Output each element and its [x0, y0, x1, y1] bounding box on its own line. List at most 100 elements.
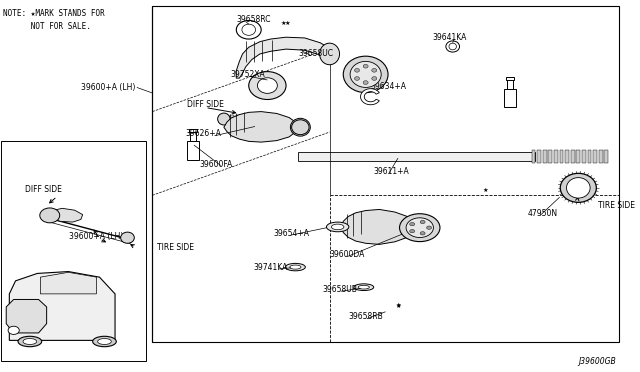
Ellipse shape [292, 120, 309, 135]
Polygon shape [152, 6, 619, 342]
Bar [236, 115, 241, 124]
Bar [593, 150, 597, 163]
Bar [559, 150, 563, 163]
Bar [577, 150, 580, 163]
Ellipse shape [560, 173, 596, 202]
Text: 39634+A: 39634+A [370, 82, 406, 91]
Bar [565, 150, 569, 163]
Ellipse shape [343, 56, 388, 93]
Bar [507, 80, 513, 89]
Ellipse shape [427, 226, 431, 229]
Text: TIRE SIDE: TIRE SIDE [598, 201, 636, 210]
Bar [243, 115, 247, 124]
Text: NOTE: ★MARK STANDS FOR
      NOT FOR SALE.: NOTE: ★MARK STANDS FOR NOT FOR SALE. [3, 9, 105, 31]
Bar [255, 115, 259, 124]
Bar [504, 89, 516, 107]
Ellipse shape [8, 326, 19, 334]
Ellipse shape [410, 230, 415, 233]
Bar [249, 115, 253, 124]
Text: 39600+A (LH): 39600+A (LH) [69, 232, 124, 241]
Ellipse shape [120, 232, 134, 243]
Polygon shape [53, 208, 83, 222]
Text: 39658UC: 39658UC [298, 49, 333, 58]
Text: 47950N: 47950N [527, 209, 557, 218]
Polygon shape [6, 299, 47, 333]
Text: ★: ★ [396, 304, 401, 310]
Ellipse shape [355, 77, 360, 80]
Ellipse shape [406, 218, 433, 238]
Bar [543, 150, 547, 163]
Ellipse shape [257, 78, 277, 93]
Bar [554, 150, 558, 163]
Ellipse shape [410, 222, 415, 226]
Bar [599, 150, 603, 163]
Text: 39600FA: 39600FA [199, 160, 232, 169]
Text: ★: ★ [395, 303, 401, 308]
Text: 39626+A: 39626+A [186, 129, 221, 138]
Bar [548, 150, 552, 163]
Text: 39658UB: 39658UB [322, 285, 357, 294]
Text: 39641KA: 39641KA [432, 33, 467, 42]
Bar [224, 115, 228, 124]
Bar [274, 115, 278, 124]
Text: DIFF SIDE: DIFF SIDE [187, 100, 223, 109]
Ellipse shape [449, 43, 456, 50]
Polygon shape [298, 152, 535, 161]
Ellipse shape [358, 285, 369, 289]
Ellipse shape [363, 81, 368, 84]
Text: 39600+A (LH): 39600+A (LH) [81, 83, 135, 92]
Text: 39600DA: 39600DA [330, 250, 365, 259]
Bar [186, 141, 199, 160]
Text: ★: ★ [281, 20, 286, 26]
Bar [261, 115, 266, 124]
Text: ★: ★ [285, 20, 290, 26]
Bar [189, 132, 196, 141]
Text: ★: ★ [482, 188, 488, 193]
Ellipse shape [363, 64, 368, 68]
Polygon shape [224, 112, 297, 142]
Ellipse shape [242, 24, 255, 35]
Bar [537, 150, 541, 163]
Polygon shape [340, 209, 415, 244]
Polygon shape [10, 272, 115, 340]
Ellipse shape [291, 118, 310, 136]
Ellipse shape [236, 20, 261, 39]
Text: 39654+A: 39654+A [274, 229, 310, 238]
Text: 39752XA: 39752XA [230, 70, 265, 79]
Ellipse shape [319, 43, 340, 65]
Ellipse shape [399, 214, 440, 242]
Ellipse shape [372, 68, 377, 72]
Ellipse shape [354, 284, 374, 291]
Bar [506, 77, 514, 80]
Ellipse shape [249, 72, 286, 100]
Bar [571, 150, 575, 163]
Text: 39741KA: 39741KA [253, 263, 288, 272]
Ellipse shape [566, 178, 590, 198]
Ellipse shape [446, 41, 460, 52]
Ellipse shape [18, 336, 42, 347]
Ellipse shape [372, 77, 377, 80]
Polygon shape [1, 141, 146, 361]
Ellipse shape [326, 222, 349, 232]
Bar [230, 115, 234, 124]
Ellipse shape [285, 263, 305, 271]
Bar [189, 129, 196, 132]
Ellipse shape [332, 224, 344, 230]
Text: 39658RC: 39658RC [236, 15, 271, 24]
Bar [588, 150, 591, 163]
Polygon shape [236, 37, 330, 78]
Text: 39611+A: 39611+A [373, 167, 409, 176]
Text: J39600GB: J39600GB [578, 357, 616, 366]
Ellipse shape [218, 113, 230, 125]
Ellipse shape [93, 336, 116, 347]
Ellipse shape [40, 208, 60, 223]
Text: DIFF SIDE: DIFF SIDE [25, 185, 62, 194]
Ellipse shape [98, 339, 111, 344]
Text: TIRE SIDE: TIRE SIDE [157, 243, 194, 252]
Bar [604, 150, 608, 163]
Bar [582, 150, 586, 163]
Ellipse shape [355, 68, 360, 72]
Ellipse shape [23, 339, 36, 344]
Ellipse shape [420, 232, 425, 235]
Ellipse shape [420, 220, 425, 224]
